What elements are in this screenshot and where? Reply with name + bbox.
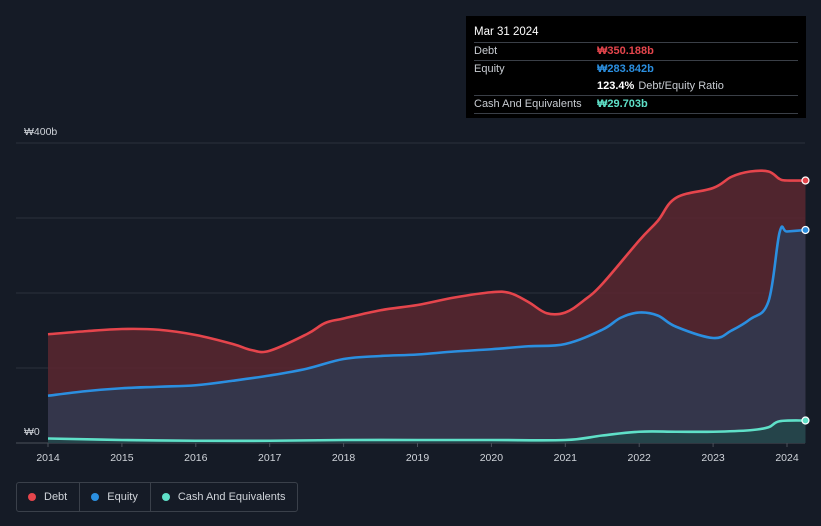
y-axis-bottom-label: ₩0 <box>24 426 40 438</box>
area-cash <box>48 420 806 443</box>
tooltip-row-ratio: 123.4% Debt/Equity Ratio <box>474 78 798 95</box>
tooltip-ratio-spacer <box>474 78 597 95</box>
legend-dot-debt-icon <box>28 493 36 501</box>
x-tick-2018: 2018 <box>332 452 356 464</box>
legend-label-cash: Cash And Equivalents <box>177 491 286 503</box>
tooltip-row-cash: Cash And Equivalents ₩29.703b <box>474 95 798 114</box>
legend-label-equity: Equity <box>107 491 138 503</box>
tooltip-equity-value: ₩283.842b <box>597 63 654 75</box>
tooltip-ratio-value: 123.4% <box>597 80 635 92</box>
x-tick-2020: 2020 <box>480 452 504 464</box>
x-tick-2022: 2022 <box>628 452 652 464</box>
legend-dot-equity-icon <box>91 493 100 501</box>
tooltip-row-debt: Debt ₩350.188b <box>474 42 798 60</box>
end-marker-equity <box>801 225 810 235</box>
x-tick-2015: 2015 <box>110 452 134 464</box>
tooltip-panel: Mar 31 2024 Debt ₩350.188b Equity ₩283.8… <box>466 16 806 118</box>
series-end-markers <box>801 176 810 425</box>
y-axis-top-label: ₩400b <box>24 126 57 138</box>
series-lines <box>47 169 806 443</box>
line-equity <box>47 225 806 398</box>
tooltip-row-equity: Equity ₩283.842b <box>474 60 798 78</box>
tooltip-equity-label: Equity <box>474 63 505 75</box>
tooltip-debt-label: Debt <box>474 45 498 57</box>
x-axis-tick-labels: 2014 2015 2016 2017 2018 2019 2020 2021 2022 2023… <box>36 443 799 464</box>
x-tick-2014: 2014 <box>36 452 60 464</box>
legend-dot-cash-icon <box>161 493 170 501</box>
x-tick-2021: 2021 <box>554 452 578 464</box>
legend-item-cash[interactable]: Cash And Equivalents <box>149 483 298 511</box>
x-tick-2019: 2019 <box>406 452 430 464</box>
end-marker-cash <box>801 416 810 425</box>
legend-item-debt[interactable]: Debt <box>17 483 79 511</box>
line-cash <box>47 419 806 443</box>
area-equity <box>48 226 806 443</box>
tooltip-ratio-label: Debt/Equity Ratio <box>638 80 724 92</box>
x-tick-2024: 2024 <box>775 452 799 464</box>
line-debt <box>47 169 806 354</box>
tooltip-date: Mar 31 2024 <box>474 26 539 38</box>
x-tick-2016: 2016 <box>184 452 208 464</box>
x-tick-2017: 2017 <box>258 452 282 464</box>
tooltip-cash-value: ₩29.703b <box>597 98 648 110</box>
legend-item-equity[interactable]: Equity <box>79 483 150 511</box>
x-tick-2023: 2023 <box>701 452 725 464</box>
series-areas <box>48 170 806 444</box>
end-marker-debt <box>801 176 810 185</box>
tooltip-debt-value: ₩350.188b <box>597 45 654 57</box>
chart-legend: Debt Equity Cash And Equivalents <box>16 482 299 512</box>
tooltip-cash-label: Cash And Equivalents <box>474 98 582 110</box>
legend-label-debt: Debt <box>44 491 68 503</box>
